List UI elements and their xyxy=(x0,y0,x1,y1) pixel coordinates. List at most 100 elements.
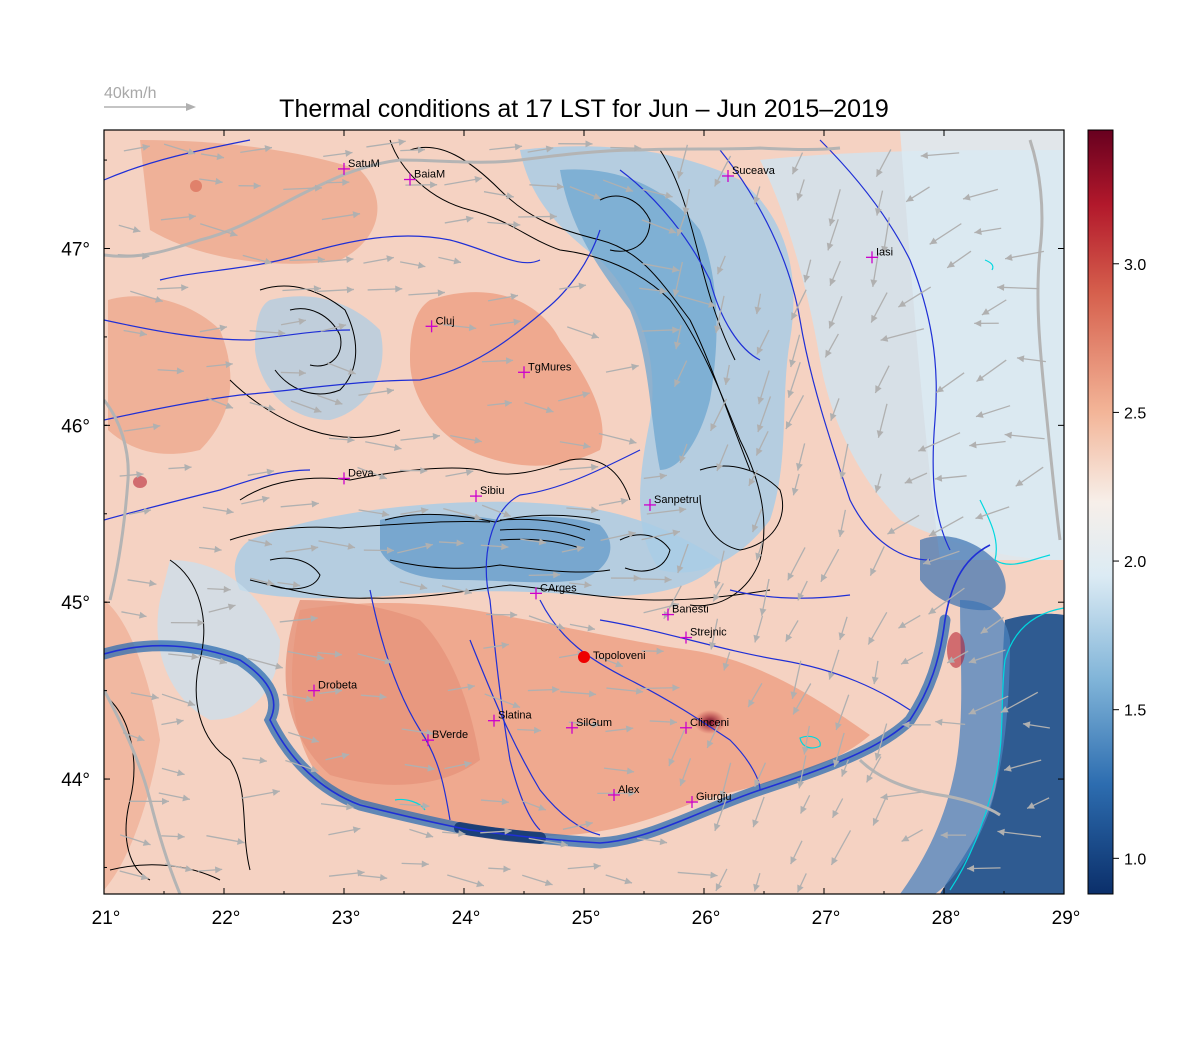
wind-arrow-head xyxy=(790,691,798,699)
wind-arrow-head xyxy=(313,285,321,293)
wind-arrow-head xyxy=(557,623,565,630)
wind-arrow-head xyxy=(310,615,318,623)
wind-arrow-head xyxy=(828,671,835,680)
wind-arrow-head xyxy=(826,242,834,251)
wind-arrow xyxy=(199,545,222,553)
wind-arrow xyxy=(869,546,885,576)
wind-arrow xyxy=(935,372,965,394)
wind-arrow-head xyxy=(659,472,667,480)
wind-arrow-head xyxy=(759,608,767,616)
wind-arrow xyxy=(790,660,802,700)
contour xyxy=(389,559,611,573)
wind-arrow xyxy=(518,213,557,221)
wind-arrow-head xyxy=(682,207,690,215)
wind-reference-label: 40km/h xyxy=(104,85,156,102)
wind-arrow-head xyxy=(631,363,639,371)
wind-arrow-head xyxy=(176,367,184,375)
wind-arrow-head xyxy=(934,474,943,482)
wind-arrow xyxy=(753,615,764,643)
wind-arrow-head xyxy=(420,507,429,515)
wind-arrow xyxy=(789,334,801,368)
wind-arrow-head xyxy=(792,166,799,175)
city-label: Giurgiu xyxy=(696,791,731,803)
wind-arrow-head xyxy=(709,641,716,650)
wind-arrow xyxy=(399,581,428,591)
wind-arrow-head xyxy=(427,764,435,772)
wind-arrow-head xyxy=(139,611,147,619)
wind-arrow-head xyxy=(790,856,797,865)
wind-arrow-head xyxy=(748,478,756,486)
wind-arrow-head xyxy=(898,621,907,629)
wind-arrow xyxy=(597,789,636,797)
wind-arrow-head xyxy=(796,192,804,201)
wind-reference-arrowhead xyxy=(186,103,196,111)
wind-arrow xyxy=(969,440,1006,449)
wind-arrow xyxy=(902,721,931,729)
city-carges: CArges xyxy=(530,582,577,600)
wind-arrow xyxy=(598,497,629,506)
wind-arrow xyxy=(605,363,639,373)
contour xyxy=(289,308,342,367)
wind-arrow-head xyxy=(347,542,356,550)
wind-vectors xyxy=(117,138,1050,893)
wind-arrow-head xyxy=(625,185,634,193)
lake xyxy=(799,735,821,749)
danube-delta-cool xyxy=(920,536,1006,611)
wind-arrow-head xyxy=(229,230,238,237)
contour xyxy=(229,379,401,438)
wind-arrow xyxy=(157,367,184,375)
wind-arrow-head xyxy=(588,690,597,698)
border-moldova-east xyxy=(1028,139,1062,541)
wind-arrow xyxy=(598,432,637,445)
wind-arrow xyxy=(904,472,928,484)
wind-arrow-head xyxy=(465,468,474,476)
wind-arrow-head xyxy=(625,725,634,733)
colorbar-tick-label: 3.0 xyxy=(1124,257,1146,274)
wind-arrow xyxy=(976,359,1007,383)
wind-arrow-head xyxy=(997,283,1005,291)
wind-arrow xyxy=(242,254,273,265)
wind-arrow xyxy=(318,687,343,695)
wind-arrow xyxy=(247,657,283,670)
wind-arrow xyxy=(400,507,429,515)
wind-arrow-head xyxy=(796,462,803,471)
wind-arrow-head xyxy=(316,653,324,661)
wind-arrow-head xyxy=(828,320,836,329)
wind-arrow-head xyxy=(474,436,482,444)
wind-arrow xyxy=(716,444,729,472)
wind-arrow-head xyxy=(974,319,982,327)
wind-arrow-head xyxy=(437,289,445,297)
wind-arrow-head xyxy=(832,809,839,818)
wind-arrow xyxy=(206,397,234,409)
wind-arrow xyxy=(168,464,192,472)
wind-arrow-head xyxy=(902,721,910,729)
contour xyxy=(599,195,651,252)
city-drobeta: Drobeta xyxy=(308,680,358,697)
river-bistrita xyxy=(619,169,761,361)
wind-arrow xyxy=(328,436,355,444)
border-bulgaria-south xyxy=(858,758,1001,817)
wind-arrow xyxy=(404,763,435,772)
hot-spot-west xyxy=(133,476,147,488)
wind-arrow-head xyxy=(967,864,975,872)
wind-arrow xyxy=(487,399,512,407)
wind-arrow-head xyxy=(875,385,882,394)
wind-arrow xyxy=(790,289,807,321)
wind-arrow xyxy=(641,647,664,655)
wind-arrow-head xyxy=(974,228,982,235)
wind-arrow-head xyxy=(785,421,793,429)
wind-arrow-head xyxy=(506,192,514,200)
wind-arrow xyxy=(785,620,799,642)
river-vedea xyxy=(469,639,601,836)
wind-arrow xyxy=(527,686,560,694)
wind-arrow-head xyxy=(514,143,523,151)
wind-arrow-head xyxy=(591,506,599,514)
city-label: Drobeta xyxy=(318,680,358,692)
wind-arrow-head xyxy=(800,805,807,814)
warm-west-plain xyxy=(108,296,231,454)
wind-arrow-head xyxy=(935,718,943,726)
wind-arrow-head xyxy=(142,839,151,846)
wind-arrow-head xyxy=(671,602,680,610)
contour xyxy=(239,458,631,501)
